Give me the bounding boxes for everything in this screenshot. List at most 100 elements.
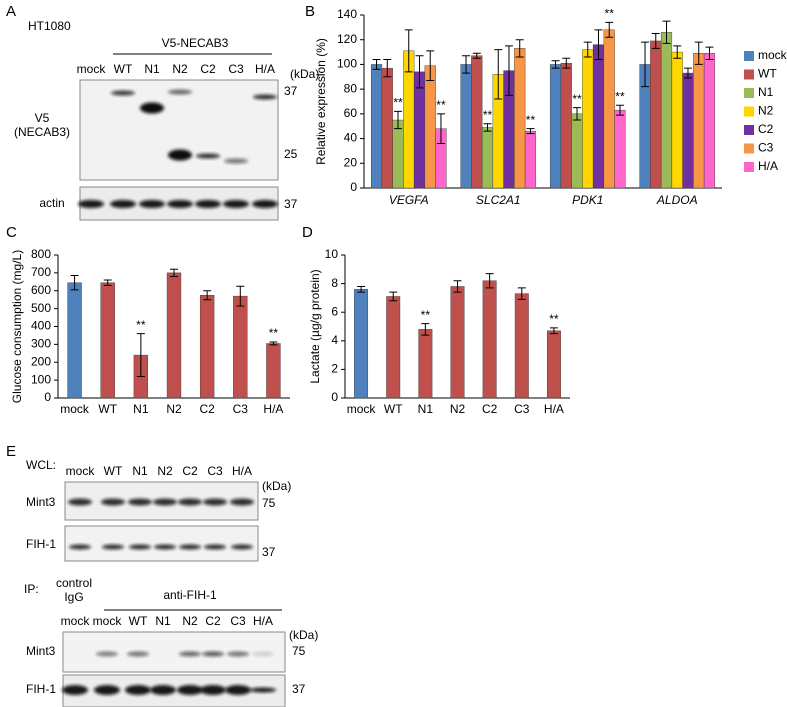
band: [204, 544, 226, 550]
bar: [524, 130, 537, 189]
x-tick-label: WT: [384, 402, 403, 416]
significance: **: [421, 308, 431, 322]
y-tick-label: 8: [331, 276, 338, 290]
lane-label: mock: [66, 464, 96, 478]
x-tick-label: PDK1: [572, 193, 603, 207]
bar: [413, 71, 426, 189]
significance: **: [615, 89, 625, 103]
ip-label: IP:: [24, 582, 39, 596]
construct-label: V5-NECAB3: [162, 36, 229, 50]
band: [96, 651, 118, 657]
band: [252, 200, 278, 208]
x-tick-label: C2: [482, 402, 498, 416]
x-tick-label: H/A: [263, 402, 283, 416]
significance: **: [436, 98, 446, 112]
blot: [79, 79, 279, 181]
error-bar: [683, 67, 692, 79]
y-tick-label: 140: [337, 7, 357, 21]
band: [179, 651, 201, 657]
y-tick-label: 0: [331, 390, 338, 404]
y-tick-label: 0: [350, 180, 357, 194]
significance: **: [526, 113, 536, 127]
error-bar: [103, 279, 112, 286]
band: [110, 200, 136, 208]
band: [139, 200, 165, 208]
legend-swatch: [744, 106, 754, 117]
bar: [450, 286, 465, 399]
error-bar: [515, 39, 524, 58]
lane-label: WT: [114, 62, 133, 76]
error-bar: [526, 128, 535, 135]
error-bar: [269, 341, 278, 346]
bar: [614, 109, 626, 189]
bar: [603, 29, 615, 189]
lane-label: N2: [182, 614, 198, 628]
band: [179, 544, 201, 550]
significance: **: [572, 92, 582, 106]
legend-label: H/A: [758, 159, 778, 173]
legend-swatch: [744, 125, 754, 135]
error-bar: [504, 45, 513, 96]
panel-label: A: [6, 3, 16, 20]
y-tick-label: 20: [344, 155, 358, 169]
band: [94, 685, 120, 695]
error-bar: [203, 290, 212, 301]
blot-name: Mint3: [26, 495, 56, 509]
band: [127, 651, 149, 657]
band: [78, 200, 104, 208]
lane-label: WT: [129, 614, 148, 628]
lane-label: C2: [200, 62, 216, 76]
band: [129, 544, 151, 550]
x-tick-label: H/A: [544, 402, 564, 416]
error-bar: [673, 45, 682, 59]
blot-name: (NECAB3): [14, 125, 70, 139]
blot: [64, 525, 259, 562]
bar: [481, 127, 494, 189]
y-tick-label: 4: [331, 333, 338, 347]
y-tick-label: 6: [331, 304, 338, 318]
x-tick-label: ALDOA: [656, 193, 698, 207]
band: [196, 153, 220, 159]
lane-label: N2: [172, 62, 188, 76]
legend-swatch: [744, 51, 754, 61]
error-bar: [705, 46, 714, 60]
lane-label: mock: [61, 614, 91, 628]
band: [62, 685, 88, 695]
band: [150, 685, 176, 695]
band: [223, 200, 249, 208]
band: [154, 544, 176, 550]
lane-label: C3: [230, 614, 246, 628]
band: [202, 651, 224, 657]
bar: [381, 67, 393, 189]
legend-label: C3: [758, 141, 774, 155]
error-bar: [389, 291, 398, 302]
lane-label: N1: [144, 62, 160, 76]
bar: [546, 330, 561, 399]
x-tick-label: N2: [166, 402, 182, 416]
marker: 75: [292, 644, 306, 658]
bar: [424, 65, 436, 189]
kda-label: (kDa): [262, 479, 291, 493]
antibody-label: anti-FIH-1: [163, 588, 217, 602]
blot-name: Mint3: [26, 644, 56, 658]
legend-label: N2: [758, 104, 774, 118]
error-bar: [394, 110, 403, 130]
band: [178, 498, 202, 506]
band: [168, 89, 192, 95]
error-bar: [485, 273, 494, 289]
blot-name: actin: [39, 196, 64, 210]
band: [200, 685, 226, 695]
bar: [418, 329, 433, 399]
band: [177, 685, 203, 695]
bar: [199, 295, 215, 399]
band: [250, 687, 276, 693]
y-tick-label: 200: [31, 354, 51, 368]
error-bar: [236, 285, 245, 307]
error-bar: [404, 29, 413, 73]
error-bar: [415, 55, 424, 89]
x-tick-label: C3: [514, 402, 530, 416]
lane-label: mock: [77, 62, 107, 76]
band: [125, 685, 151, 695]
y-tick-label: 500: [31, 301, 51, 315]
